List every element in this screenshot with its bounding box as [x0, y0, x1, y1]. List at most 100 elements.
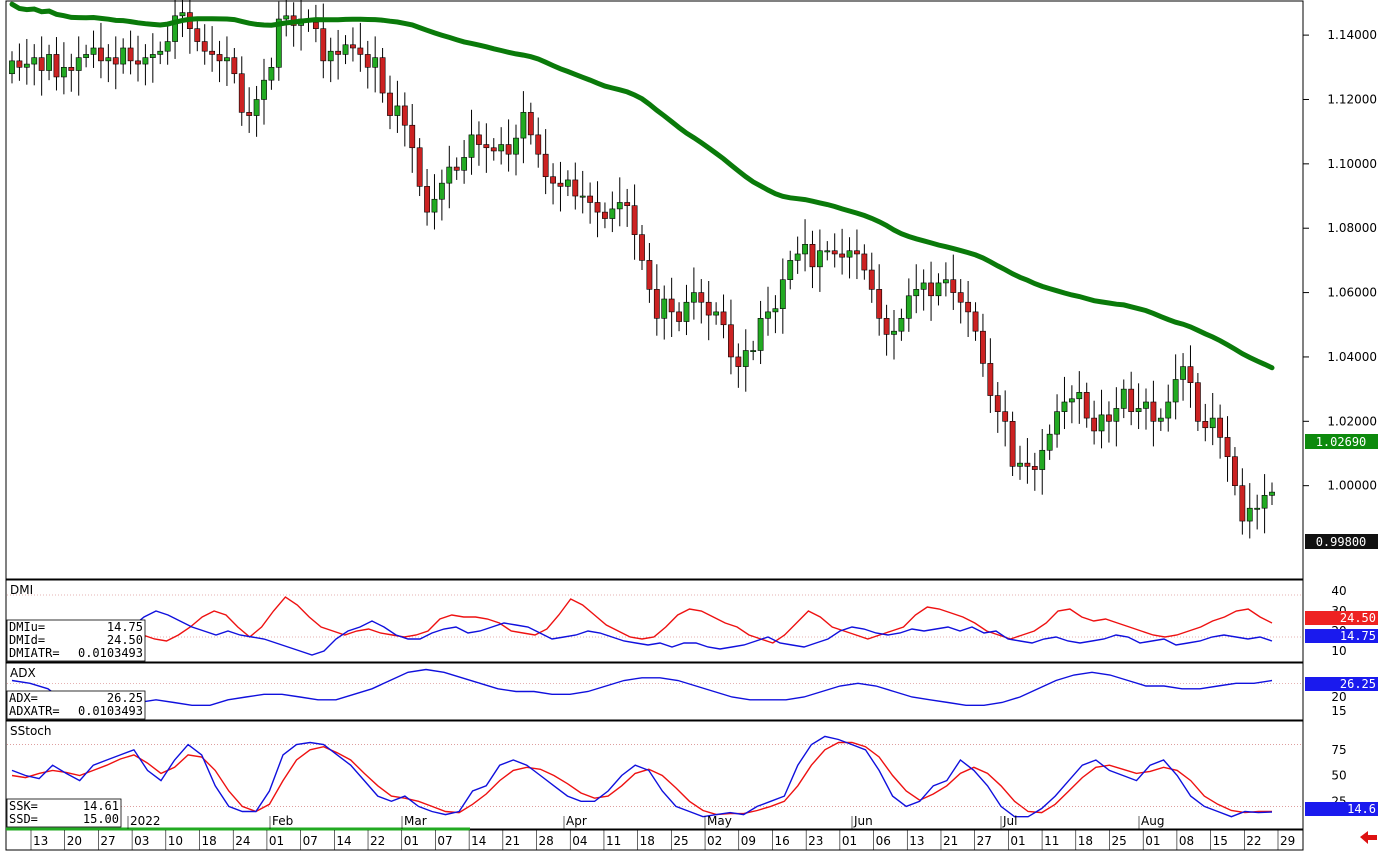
month-label: Jun [853, 814, 873, 828]
candle [149, 33, 156, 83]
svg-text:SSK=: SSK= [9, 799, 38, 813]
price-tick-label: 1.04000 [1327, 350, 1377, 364]
ssd-line [11, 741, 1272, 816]
candle [209, 26, 216, 72]
candle-body [9, 60, 15, 75]
candle [1194, 373, 1201, 431]
candle-body [994, 395, 1001, 412]
candle-body [809, 244, 816, 268]
adx-tag-label: 26.25 [1340, 677, 1376, 691]
candle [624, 188, 631, 227]
price-tick-label: 1.12000 [1327, 92, 1377, 106]
candle [275, 1, 282, 81]
candle [639, 224, 645, 271]
candle [46, 44, 52, 81]
candle [1180, 353, 1186, 401]
candle-body [461, 157, 468, 171]
candle-body [179, 12, 186, 17]
candle [950, 254, 957, 310]
candle [1017, 445, 1023, 480]
candle-body [38, 57, 45, 71]
candle [476, 121, 482, 166]
candle-body [854, 250, 860, 255]
candle [631, 184, 638, 260]
candle-body [1254, 507, 1261, 510]
month-label: Jul [1002, 814, 1017, 828]
candle-body [253, 99, 260, 116]
svg-text:ADX=: ADX= [9, 691, 38, 705]
dmi-panel[interactable] [5, 579, 1304, 663]
candle-body [579, 195, 586, 198]
candle [142, 44, 149, 86]
sstoch-panel[interactable] [5, 720, 1304, 830]
date-tick-label: 18 [640, 834, 655, 848]
candle-body [631, 205, 638, 235]
candle [9, 51, 15, 84]
candle [550, 163, 556, 205]
candle-body [364, 54, 371, 68]
candle-body [1120, 388, 1127, 409]
candle [698, 279, 705, 324]
month-label: Aug [1141, 814, 1164, 828]
candle [668, 277, 675, 337]
adx-panel[interactable] [5, 662, 1304, 721]
candle-body [668, 298, 675, 313]
candle-body [120, 47, 127, 65]
date-tick-label: 22 [370, 834, 385, 848]
price-axis: 1.14000 1.12000 1.10000 1.08000 1.06000 1.040… [1303, 28, 1377, 493]
candle-body [676, 311, 682, 322]
svg-text:DMId=: DMId= [9, 633, 45, 647]
candle [557, 161, 564, 212]
candle [1187, 345, 1194, 408]
candle-body [564, 179, 571, 187]
panel-tick-label: 20 [1331, 690, 1346, 704]
candle-body [1209, 417, 1216, 429]
candle [690, 267, 697, 320]
candle [602, 202, 608, 229]
adx-value: 26.25 [107, 691, 143, 705]
candle-body [965, 301, 972, 313]
scroll-right-arrow-icon[interactable] [1360, 831, 1377, 844]
date-axis[interactable] [5, 829, 1304, 851]
candle [527, 102, 534, 145]
dmi-down-line [11, 596, 1273, 648]
close-value-tag: 0.99800 [1305, 534, 1378, 549]
candle [1039, 429, 1046, 495]
candle-body [779, 279, 786, 309]
candle [1128, 371, 1135, 426]
dmiu-value: 14.75 [107, 620, 143, 634]
price-tick-label: 1.06000 [1327, 286, 1377, 300]
candle [1106, 401, 1112, 443]
candle-body [53, 54, 60, 78]
date-tick-label: 01 [1010, 834, 1025, 848]
candle [453, 157, 460, 180]
candle [1232, 447, 1238, 496]
candle-body [387, 92, 393, 116]
candle [31, 44, 38, 86]
candle [846, 237, 853, 279]
candle [1054, 394, 1060, 448]
candle-body [401, 105, 408, 126]
candle [438, 169, 445, 221]
candle-body [950, 279, 957, 293]
candle [498, 127, 505, 165]
candle [772, 295, 779, 334]
candle-body [1031, 466, 1038, 470]
candle-body [1239, 485, 1246, 522]
candle [920, 269, 927, 311]
candle [201, 24, 208, 65]
candle-body [127, 47, 134, 62]
candle-body [987, 363, 994, 396]
candle-body [75, 57, 82, 71]
candle-body [1009, 421, 1016, 467]
candle-body [1165, 401, 1172, 419]
date-tick-label: 25 [1111, 834, 1126, 848]
candle [735, 343, 742, 388]
candle [90, 30, 97, 68]
candle [461, 140, 468, 184]
candle-body [1202, 421, 1209, 429]
candle-body [1046, 433, 1053, 451]
candle [1046, 424, 1053, 460]
candle-body [275, 18, 282, 68]
